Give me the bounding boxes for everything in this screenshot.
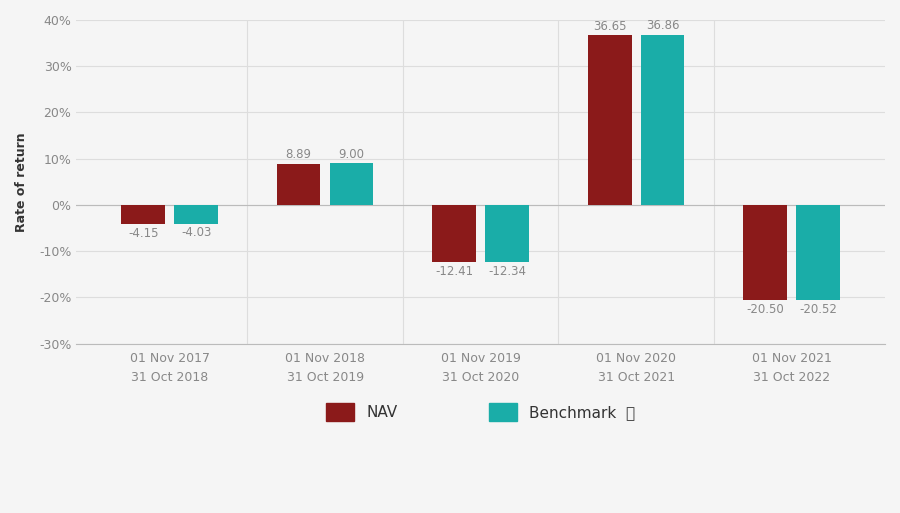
Text: -4.03: -4.03: [181, 226, 211, 240]
Bar: [796, 205, 840, 300]
Bar: [588, 35, 632, 205]
Text: 36.65: 36.65: [593, 19, 626, 33]
Bar: [433, 205, 476, 262]
Bar: [641, 34, 684, 205]
Bar: [329, 163, 373, 205]
Text: -20.50: -20.50: [746, 303, 784, 315]
Text: 9.00: 9.00: [338, 148, 364, 161]
Text: 36.86: 36.86: [646, 19, 680, 32]
Bar: [743, 205, 787, 300]
Legend: NAV, Benchmark  ⓘ: NAV, Benchmark ⓘ: [320, 397, 641, 427]
Bar: [175, 205, 218, 224]
Text: -20.52: -20.52: [799, 303, 837, 315]
Bar: [485, 205, 529, 262]
Bar: [277, 164, 320, 205]
Text: 8.89: 8.89: [285, 148, 311, 161]
Text: -12.34: -12.34: [488, 265, 526, 278]
Text: -12.41: -12.41: [436, 265, 473, 278]
Y-axis label: Rate of return: Rate of return: [15, 132, 28, 232]
Bar: [122, 205, 165, 224]
Text: -4.15: -4.15: [128, 227, 158, 240]
